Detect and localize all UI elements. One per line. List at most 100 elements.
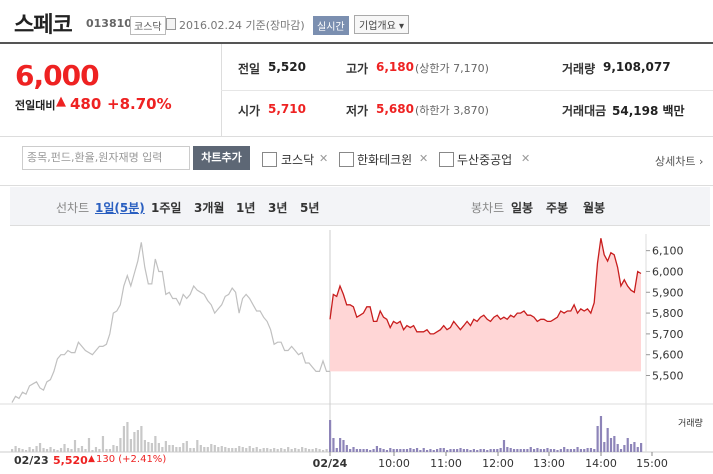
volume-bar (294, 448, 297, 452)
add-chart-button[interactable]: 차트추가 (193, 146, 250, 170)
volume-bar (603, 442, 606, 452)
tab-1day[interactable]: 1일(5분) (95, 201, 145, 215)
tab-monthly[interactable]: 월봉 (583, 201, 606, 215)
stock-name: 스페코 (14, 13, 73, 38)
volume-bar (576, 447, 579, 452)
lower-limit: (하한가 3,870) (415, 104, 489, 117)
volume-bar (259, 449, 262, 452)
volume-bar (304, 448, 307, 452)
y-tick-label: 5,900 (652, 286, 684, 299)
volume-bar (405, 449, 409, 452)
volume-bar (203, 447, 206, 452)
volume-bar (546, 448, 549, 452)
volume-bar (425, 450, 429, 452)
prev-close-value: 5,520 (268, 60, 306, 74)
volume-bar (315, 448, 318, 452)
volume-bar (412, 449, 415, 452)
document-icon (166, 18, 176, 30)
volume-bar (566, 449, 569, 452)
up-arrow-icon: ▲ (56, 94, 66, 109)
volume-bar (486, 450, 489, 452)
volume-bar (45, 449, 49, 452)
volume-bar (252, 448, 255, 452)
volume-bar (355, 449, 358, 452)
volume-bar (626, 438, 629, 452)
volume-bar (126, 422, 129, 452)
volume-bar (633, 442, 636, 452)
tab-1year[interactable]: 1년 (236, 201, 256, 215)
tab-weekly[interactable]: 주봉 (546, 201, 569, 215)
volume-bar (276, 449, 279, 452)
volume-bar (318, 449, 321, 452)
volume-bar (599, 416, 603, 452)
search-input[interactable]: 종목,펀드,환율,원자재명 입력 (22, 146, 190, 170)
tab-1week[interactable]: 1주일 (151, 201, 182, 215)
volume-bar (80, 446, 84, 452)
volume-bar (379, 448, 382, 452)
remove-icon[interactable]: ✕ (521, 152, 531, 165)
volume-bar (472, 449, 475, 452)
volume-bar (262, 448, 265, 452)
compare-checkbox[interactable] (339, 152, 354, 167)
tab-3months[interactable]: 3개월 (194, 201, 225, 215)
volume-bar (586, 448, 589, 452)
volume-bar (616, 444, 619, 452)
volume-bar (593, 449, 596, 452)
volume-bar (129, 439, 133, 452)
compare-checkbox[interactable] (262, 152, 277, 167)
volume-bar (101, 436, 105, 452)
volume-bar (287, 447, 290, 452)
volume-bar (395, 449, 399, 452)
compare-checkbox[interactable] (439, 152, 454, 167)
tab-3years[interactable]: 3년 (268, 201, 288, 215)
volume-bar (238, 446, 241, 452)
volume-bar (133, 432, 136, 452)
company-overview-dropdown[interactable]: 기업개요 ▾ (354, 15, 409, 34)
high-label: 고가 (346, 62, 369, 76)
remove-icon[interactable]: ✕ (319, 152, 329, 165)
volume-bar (619, 449, 623, 452)
volume-bar (283, 449, 286, 452)
x-tick-label: 14:00 (585, 457, 617, 470)
y-tick-label: 5,800 (652, 307, 684, 320)
tab-5years[interactable]: 5년 (300, 201, 320, 215)
volume-bar (606, 428, 609, 452)
stock-code: 013810 (86, 17, 132, 30)
up-arrow-icon: ▲ (88, 454, 95, 464)
y-tick-label: 5,600 (652, 349, 684, 362)
price-summary (0, 44, 713, 137)
volume-bar (359, 449, 362, 452)
volume-bar (442, 448, 445, 452)
candle-chart-label: 봉차트 (471, 201, 505, 215)
volume-bar (143, 440, 146, 452)
volume-bar (24, 450, 28, 452)
volume-bar (526, 449, 529, 452)
volume-bar (519, 449, 522, 452)
volume-bar (459, 448, 462, 452)
volume-bar (496, 449, 499, 452)
volume-bar (536, 448, 539, 452)
volume-bar (322, 450, 325, 452)
chart-tab-bar (10, 187, 710, 226)
tab-daily[interactable]: 일봉 (511, 201, 534, 215)
compare-label: 두산중공업 (457, 153, 513, 167)
volume-bar (623, 445, 626, 452)
volume-bar (502, 440, 506, 452)
volume-bar (462, 449, 465, 452)
low-label: 저가 (346, 104, 369, 118)
volume-bar (56, 450, 59, 452)
today-area (330, 238, 641, 372)
detail-chart-link[interactable]: 상세차트 › (655, 155, 704, 168)
volume-bar (456, 449, 459, 452)
volume-bar (399, 449, 402, 452)
volume-bar (185, 441, 188, 452)
volume-bar (429, 449, 432, 452)
prev-day-price: 5,520 (53, 454, 88, 467)
realtime-button[interactable]: 실시간 (313, 16, 349, 35)
volume-bar (115, 446, 119, 452)
prev-day-change: 130 (+2.41%) (96, 454, 167, 465)
volume-bar (479, 449, 482, 452)
remove-icon[interactable]: ✕ (419, 152, 429, 165)
volume-bar (192, 448, 195, 452)
volume-bar (402, 449, 405, 452)
